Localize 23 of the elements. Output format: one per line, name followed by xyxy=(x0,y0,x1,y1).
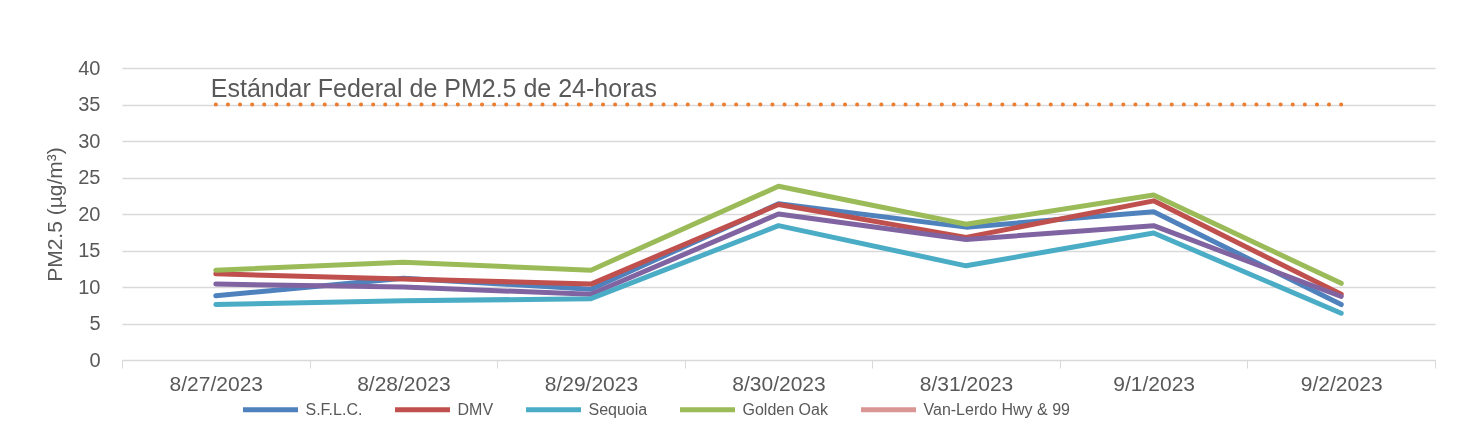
y-tick-label: 5 xyxy=(89,312,101,334)
y-tick-label: 0 xyxy=(89,348,101,371)
y-tick-label: 10 xyxy=(78,275,101,298)
legend-label: Sequoia xyxy=(588,400,648,418)
ref-line-label: Estándar Federal de PM2.5 de 24-horas xyxy=(210,73,657,102)
x-tick-label: 8/27/2023 xyxy=(169,371,263,395)
y-tick-label: 25 xyxy=(78,166,101,188)
x-tick-label: 9/2/2023 xyxy=(1300,371,1383,395)
legend-label: Golden Oak xyxy=(742,400,829,418)
y-tick-label: 15 xyxy=(78,239,101,261)
x-tick-label: 8/29/2023 xyxy=(544,371,639,395)
y-tick-label: 35 xyxy=(78,93,101,115)
legend-label: DMV xyxy=(457,400,494,418)
y-tick-label: 40 xyxy=(78,56,101,79)
legend-label: S.F.L.C. xyxy=(305,400,363,418)
legend-label: Van-Lerdo Hwy & 99 xyxy=(923,400,1071,418)
x-tick-label: 8/30/2023 xyxy=(732,371,826,395)
y-tick-label: 20 xyxy=(78,202,101,225)
x-tick-label: 8/28/2023 xyxy=(357,371,451,395)
x-tick-label: 8/31/2023 xyxy=(919,371,1014,395)
y-tick-label: 30 xyxy=(78,129,101,152)
y-axis-title: PM2.5 (µg/m³) xyxy=(43,147,67,282)
x-tick-label: 9/1/2023 xyxy=(1113,371,1196,395)
